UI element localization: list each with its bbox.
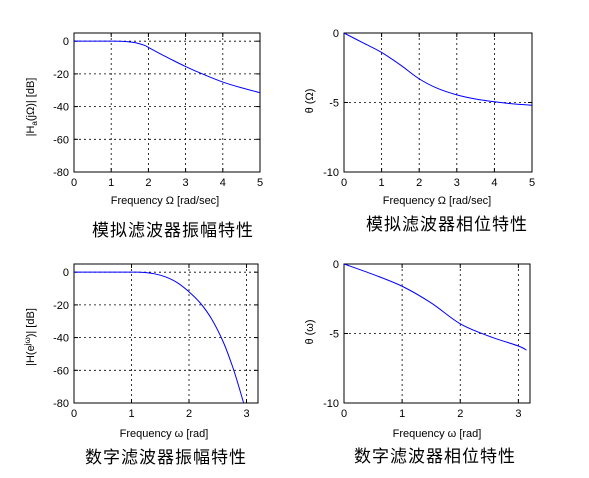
- digital-amplitude-xtick-label: 2: [186, 408, 192, 420]
- analog-phase-xtick-label: 2: [416, 177, 422, 189]
- analog-phase-xlabel: Frequency Ω [rad/sec]: [383, 195, 492, 207]
- analog-phase-ytick-label: -10: [323, 167, 339, 179]
- digital-amplitude-plot-area: [74, 264, 258, 403]
- analog-amplitude-plot: 0 1 2 3 4 5 0 -20 -40 -60 -80: [53, 32, 263, 189]
- digital-amplitude-plot: 0 1 2 3 0 -20 -40 -60 -80: [53, 263, 259, 420]
- analog-phase-ytick-label: -5: [329, 98, 339, 110]
- analog-amplitude-xtick-label: 1: [108, 177, 114, 189]
- digital-amplitude-caption: 数字滤波器振幅特性: [85, 448, 247, 468]
- analog-amplitude-ytick-label: 0: [63, 36, 69, 48]
- digital-phase-series-line: [344, 264, 527, 351]
- analog-amplitude-plot-area: [74, 33, 260, 172]
- digital-phase-ytick-label: -10: [323, 398, 339, 410]
- analog-amplitude-caption: 模拟滤波器振幅特性: [92, 221, 254, 241]
- analog-phase-ylabel: θ (Ω): [304, 89, 316, 114]
- analog-phase-series-line: [344, 33, 532, 106]
- analog-amplitude-ytick-label: -20: [53, 69, 69, 81]
- digital-amplitude-ytick-label: 0: [63, 267, 69, 279]
- analog-amplitude-xtick-label: 2: [145, 177, 151, 189]
- digital-phase-caption: 数字滤波器相位特性: [354, 447, 516, 467]
- digital-amplitude-ytick-label: -80: [53, 398, 69, 410]
- analog-amplitude-frame: [73, 32, 261, 173]
- digital-phase-ytick-label: 0: [333, 259, 339, 271]
- analog-phase-plot: 0 1 2 3 4 5 0 -5 -10: [323, 28, 535, 189]
- analog-amplitude-xtick-label: 3: [183, 177, 189, 189]
- digital-amplitude-panel: 0 1 2 3 0 -20 -40 -60 -80 Frequency ω [rad] |H(e…: [23, 263, 259, 468]
- analog-amplitude-ytick-label: -80: [53, 167, 69, 179]
- analog-phase-caption: 模拟滤波器相位特性: [366, 215, 528, 235]
- digital-amplitude-xtick-label: 3: [243, 408, 249, 420]
- digital-amplitude-xtick-label: 0: [71, 408, 77, 420]
- digital-amplitude-frame: [73, 263, 259, 404]
- analog-amplitude-xtick-label: 0: [71, 177, 77, 189]
- digital-amplitude-series-line: [74, 271, 245, 403]
- analog-amplitude-ylabel: |Ha(jΩ)| [dB]: [25, 78, 39, 137]
- analog-amplitude-panel: 0 1 2 3 4 5 0 -20 -40 -60 -80 Frequency Ω [rad/sec…: [25, 32, 263, 241]
- analog-phase-xtick-label: 5: [529, 177, 535, 189]
- digital-phase-xtick-label: 3: [515, 408, 521, 420]
- analog-phase-ytick-label: 0: [333, 28, 339, 40]
- digital-amplitude-xlabel: Frequency ω [rad]: [120, 428, 209, 440]
- digital-phase-xtick-label: 2: [457, 408, 463, 420]
- analog-amplitude-ytick-label: -60: [53, 134, 69, 146]
- digital-phase-ylabel: θ (ω): [304, 319, 316, 344]
- digital-phase-ytick-label: -5: [329, 329, 339, 341]
- digital-amplitude-ytick-label: -20: [53, 300, 69, 312]
- digital-phase-panel: 0 1 2 3 0 -5 -10 Frequency ω [rad] θ (ω) 数字滤波器…: [304, 259, 531, 467]
- digital-amplitude-ylabel: |H(ejω)| [dB]: [23, 308, 37, 366]
- digital-amplitude-ytick-label: -40: [53, 333, 69, 345]
- digital-phase-plot-area: [344, 264, 530, 403]
- digital-amplitude-ytick-label: -60: [53, 365, 69, 377]
- analog-amplitude-xtick-label: 4: [220, 177, 226, 189]
- analog-amplitude-ytick-label: -40: [53, 102, 69, 114]
- analog-phase-xtick-label: 0: [341, 177, 347, 189]
- digital-phase-xlabel: Frequency ω [rad]: [393, 428, 482, 440]
- analog-phase-xtick-label: 4: [491, 177, 497, 189]
- analog-phase-panel: 0 1 2 3 4 5 0 -5 -10 Frequency Ω [rad/sec] θ (Ω)…: [304, 28, 535, 235]
- analog-amplitude-xlabel: Frequency Ω [rad/sec]: [111, 195, 220, 207]
- digital-phase-plot: 0 1 2 3 0 -5 -10: [323, 259, 531, 420]
- analog-amplitude-series-line: [74, 40, 260, 94]
- analog-phase-xtick-label: 3: [454, 177, 460, 189]
- digital-phase-xtick-label: 0: [341, 408, 347, 420]
- analog-amplitude-xtick-label: 5: [257, 177, 263, 189]
- digital-phase-xtick-label: 1: [399, 408, 405, 420]
- digital-amplitude-xtick-label: 1: [128, 408, 134, 420]
- analog-phase-xtick-label: 1: [379, 177, 385, 189]
